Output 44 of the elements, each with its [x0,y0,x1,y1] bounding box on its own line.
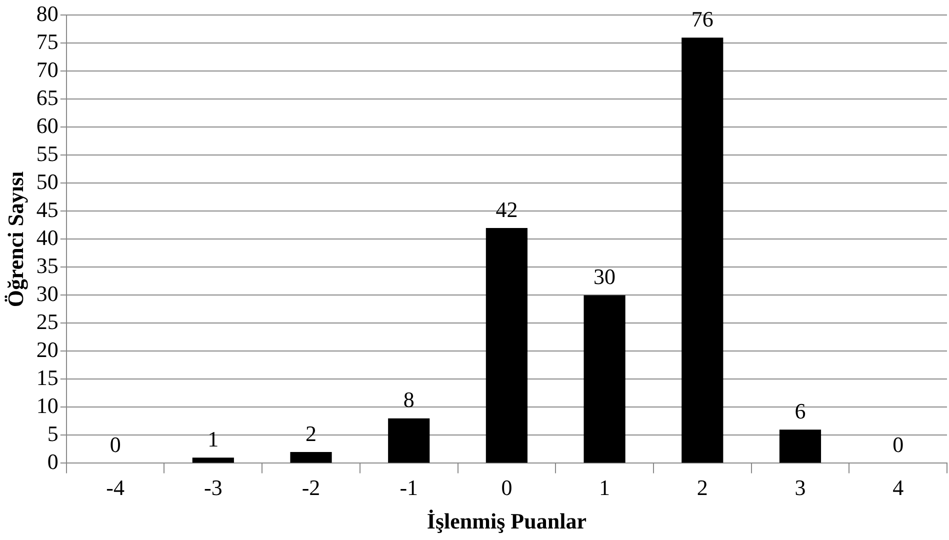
y-tick-label: 40 [36,224,58,250]
data-label: 2 [306,420,317,446]
y-tick-label: 45 [36,196,58,222]
x-tick-label: 3 [794,475,806,500]
y-tick-label: 75 [36,28,58,54]
y-tick-label: 55 [36,140,58,166]
x-tick-label: 0 [501,475,512,500]
y-tick-label: 50 [36,168,58,194]
x-tick-label: -1 [400,475,418,500]
x-axis-title: İşlenmiş Puanlar [426,508,587,534]
data-label: 0 [110,432,121,457]
y-tick-label: 80 [36,0,58,26]
y-tick-label: 25 [36,308,58,334]
y-tick-label: 0 [47,448,58,474]
bar [192,458,234,463]
data-label: 6 [794,398,806,424]
y-tick-label: 20 [36,336,58,362]
x-tick-label: -2 [302,475,320,500]
bar [779,430,822,463]
bar [388,418,430,463]
y-tick-label: 60 [36,112,58,138]
y-tick-label: 5 [47,420,58,446]
bar [290,452,332,463]
x-tick-label: 1 [599,475,610,500]
data-label: 30 [594,264,616,289]
data-label: 0 [892,432,904,457]
y-tick-label: 70 [36,56,58,82]
y-axis-title: Öğrenci Sayısı [2,171,28,308]
x-tick-label: 4 [892,475,904,500]
data-label: 1 [208,426,219,452]
x-tick-label: -3 [204,475,222,500]
data-label: 42 [496,196,518,222]
y-tick-label: 10 [36,392,58,418]
y-tick-label: 15 [36,364,58,390]
bar [486,228,528,463]
data-label: 8 [403,387,414,412]
y-tick-label: 30 [36,280,58,306]
data-label: 76 [691,6,714,32]
x-tick-label: 2 [696,475,708,500]
x-tick-label: -4 [106,475,124,500]
y-tick-label: 35 [36,252,58,278]
y-tick-label: 65 [36,84,58,110]
bar [682,38,724,463]
bar [584,295,626,463]
